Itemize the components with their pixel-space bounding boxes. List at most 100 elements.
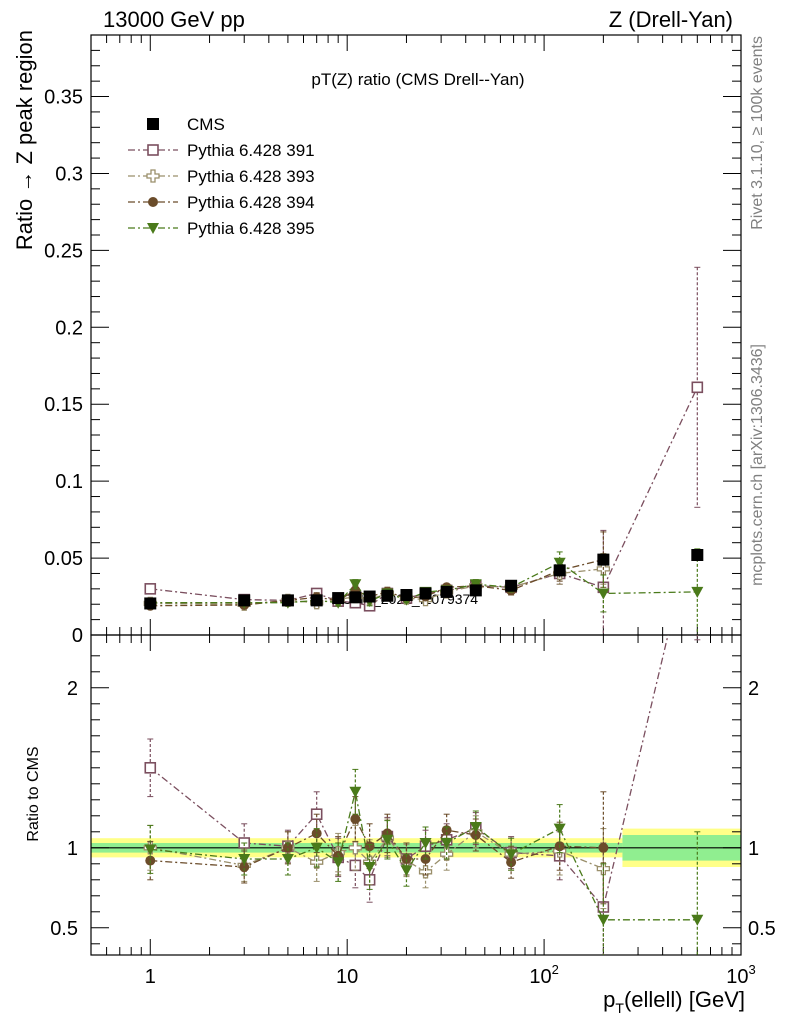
series-pythia-6-428-395-ratio <box>144 768 704 955</box>
series-pythia-6-428-391-ratio <box>144 507 702 955</box>
data-point-cms <box>505 579 518 592</box>
data-point-pythia-6-428-395 <box>597 588 610 600</box>
data-point-pythia-6-428-395 <box>553 557 566 569</box>
data-point-pythia-6-428-395 <box>281 854 294 865</box>
legend-marker-pythia-6-428-394 <box>148 197 158 207</box>
data-point-pythia-6-428-394 <box>470 830 481 840</box>
data-point-pythia-6-428-394 <box>441 825 452 836</box>
data-point-pythia-6-428-395 <box>419 838 432 849</box>
data-point-pythia-6-428-394 <box>598 842 609 853</box>
legend-label-pythia-6-428-391: Pythia 6.428 391 <box>187 141 315 160</box>
x-tick-label: 103 <box>726 962 755 988</box>
data-point-cms <box>144 597 157 610</box>
data-point-pythia-6-428-394 <box>282 842 293 853</box>
ratio-frame <box>90 634 742 956</box>
series-pythia-6-428-393-ratio <box>143 815 611 910</box>
y-tick-label: 0.35 <box>44 87 83 109</box>
data-point-cms <box>238 594 251 607</box>
data-point-pythia-6-428-395 <box>144 844 157 856</box>
x-tick-label: 102 <box>529 962 558 988</box>
ratio-y-axis-label: Ratio to CMS <box>25 746 42 841</box>
data-point-pythia-6-428-393 <box>418 865 433 879</box>
data-point-pythia-6-428-391 <box>692 507 702 517</box>
data-point-cms <box>469 584 482 597</box>
data-point-pythia-6-428-395 <box>363 862 376 873</box>
data-point-pythia-6-428-393 <box>310 855 324 869</box>
x-axis-label-rest: (ellell) [GeV] <box>624 987 745 1012</box>
data-point-cms <box>332 592 345 605</box>
legend: CMS Pythia 6.428 391 Pythia 6.428 393 Pythi… <box>128 115 315 238</box>
x-tick-exponent: 2 <box>552 962 559 977</box>
data-point-pythia-6-428-394 <box>350 814 361 824</box>
data-point-pythia-6-428-394 <box>311 828 322 839</box>
y-tick-label: 0.2 <box>55 317 83 339</box>
data-point-cms <box>310 594 323 607</box>
series-line-pythia-6-428-395 <box>150 791 698 921</box>
x-tick-label: 1 <box>145 966 156 988</box>
x-tick-label: 10 <box>336 966 358 988</box>
data-point-pythia-6-428-395 <box>310 842 323 854</box>
x-axis-label-main: p <box>603 987 615 1012</box>
y-tick-label: 0.3 <box>55 163 83 185</box>
y-tick-label: 0.15 <box>44 394 83 416</box>
legend-label-pythia-6-428-395: Pythia 6.428 395 <box>187 219 315 238</box>
legend-label-cms: CMS <box>187 115 225 134</box>
data-point-pythia-6-428-395 <box>691 914 704 926</box>
legend-marker-pythia-6-428-393 <box>146 169 160 183</box>
legend-marker-cms <box>147 118 159 130</box>
data-point-cms <box>597 553 610 566</box>
header-right-label: Z (Drell-Yan) <box>609 7 733 32</box>
ratio-y-tick-label: 2 <box>67 678 78 700</box>
data-point-pythia-6-428-393 <box>348 841 362 855</box>
data-point-pythia-6-428-395 <box>238 854 251 865</box>
data-point-cms <box>691 549 704 561</box>
data-point-pythia-6-428-395 <box>381 834 394 846</box>
x-tick-exponent: 3 <box>749 962 756 977</box>
legend-label-pythia-6-428-394: Pythia 6.428 394 <box>187 193 315 212</box>
data-point-pythia-6-428-395 <box>349 786 362 798</box>
data-point-cms <box>400 589 413 601</box>
y-tick-label: 0.25 <box>44 240 83 262</box>
data-point-pythia-6-428-391 <box>691 381 704 394</box>
rivet-version-label: Rivet 3.1.10, ≥ 100k events <box>749 36 766 230</box>
data-point-pythia-6-428-395 <box>553 823 566 835</box>
data-point-pythia-6-428-391 <box>144 583 157 595</box>
header-left-label: 13000 GeV pp <box>103 7 245 32</box>
ratio-y-tick-label: 0.5 <box>50 918 78 940</box>
x-axis-label-sub: T <box>615 1000 624 1016</box>
legend-marker-pythia-6-428-391 <box>147 144 159 156</box>
ratio-plot-panel: 0.5 0.5 1 1 2 2 <box>50 507 776 956</box>
series-cms-main <box>144 549 704 610</box>
legend-label-pythia-6-428-393: Pythia 6.428 393 <box>187 167 315 186</box>
source-label: mcplots.cern.ch [arXiv:1306.3436] <box>749 344 766 586</box>
y-tick-label: 0.05 <box>44 548 83 570</box>
data-point-pythia-6-428-391 <box>144 761 157 774</box>
data-point-pythia-6-428-395 <box>400 865 413 877</box>
series-line-pythia-6-428-391 <box>150 387 698 607</box>
data-point-cms <box>281 594 294 607</box>
plot-title: pT(Z) ratio (CMS Drell--Yan) <box>311 70 524 89</box>
series-line-pythia-6-428-395 <box>150 561 698 604</box>
data-point-pythia-6-428-395 <box>349 579 362 591</box>
main-y-axis-label: Ratio → Z peak region <box>12 30 37 250</box>
data-point-pythia-6-428-395 <box>469 822 482 833</box>
data-point-pythia-6-428-395 <box>691 586 704 598</box>
ratio-y-tick-label-right: 1 <box>748 838 759 860</box>
data-point-pythia-6-428-394 <box>239 862 250 872</box>
y-tick-label: 0.1 <box>55 471 83 493</box>
main-plot-panel: 00.050.10.150.20.250.30.35CMS_2022_I2079… <box>44 34 742 647</box>
data-point-cms <box>349 591 362 604</box>
ratio-y-tick-label-right: 0.5 <box>748 918 776 940</box>
data-point-cms <box>419 587 432 600</box>
data-point-pythia-6-428-395 <box>505 849 518 861</box>
data-point-cms <box>553 564 566 577</box>
ratio-y-tick-label: 1 <box>67 838 78 860</box>
legend-marker-pythia-6-428-395 <box>147 223 159 234</box>
y-tick-label: 0 <box>72 625 83 647</box>
data-point-pythia-6-428-394 <box>506 857 517 868</box>
ratio-y-tick-label-right: 2 <box>748 678 759 700</box>
data-point-cms <box>381 589 394 602</box>
series-line-pythia-6-428-394 <box>150 817 604 868</box>
data-point-cms <box>440 585 453 598</box>
